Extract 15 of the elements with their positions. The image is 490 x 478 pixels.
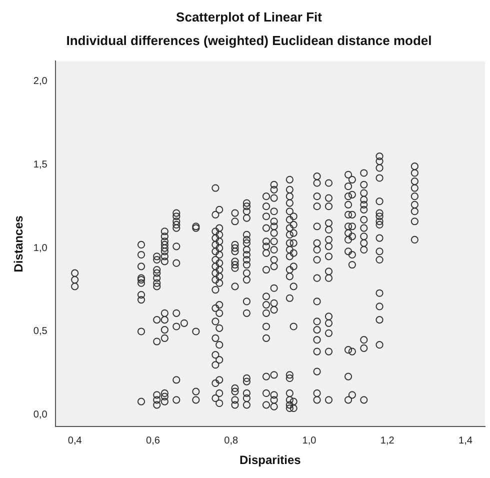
chart-title: Scatterplot of Linear Fit [176,9,323,24]
x-tick-label: 0,4 [68,435,82,446]
y-tick-label: 2,0 [33,76,48,87]
chart-subtitle: Individual differences (weighted) Euclidean distance model [66,32,432,48]
y-tick-label: 0,5 [33,326,48,338]
x-tick-label: 0,8 [224,435,238,446]
x-tick-label: 1,2 [380,435,395,446]
x-tick-label: 0,6 [146,435,160,446]
x-axis-title: Disparities [239,453,302,468]
x-tick-label: 1,4 [458,435,473,446]
y-axis-title: Distances [12,215,26,272]
y-tick-label: 0,0 [33,410,48,421]
x-tick-label: 1,0 [302,435,317,446]
y-tick-label: 1,5 [33,159,48,170]
y-tick-label: 1,0 [33,242,48,254]
